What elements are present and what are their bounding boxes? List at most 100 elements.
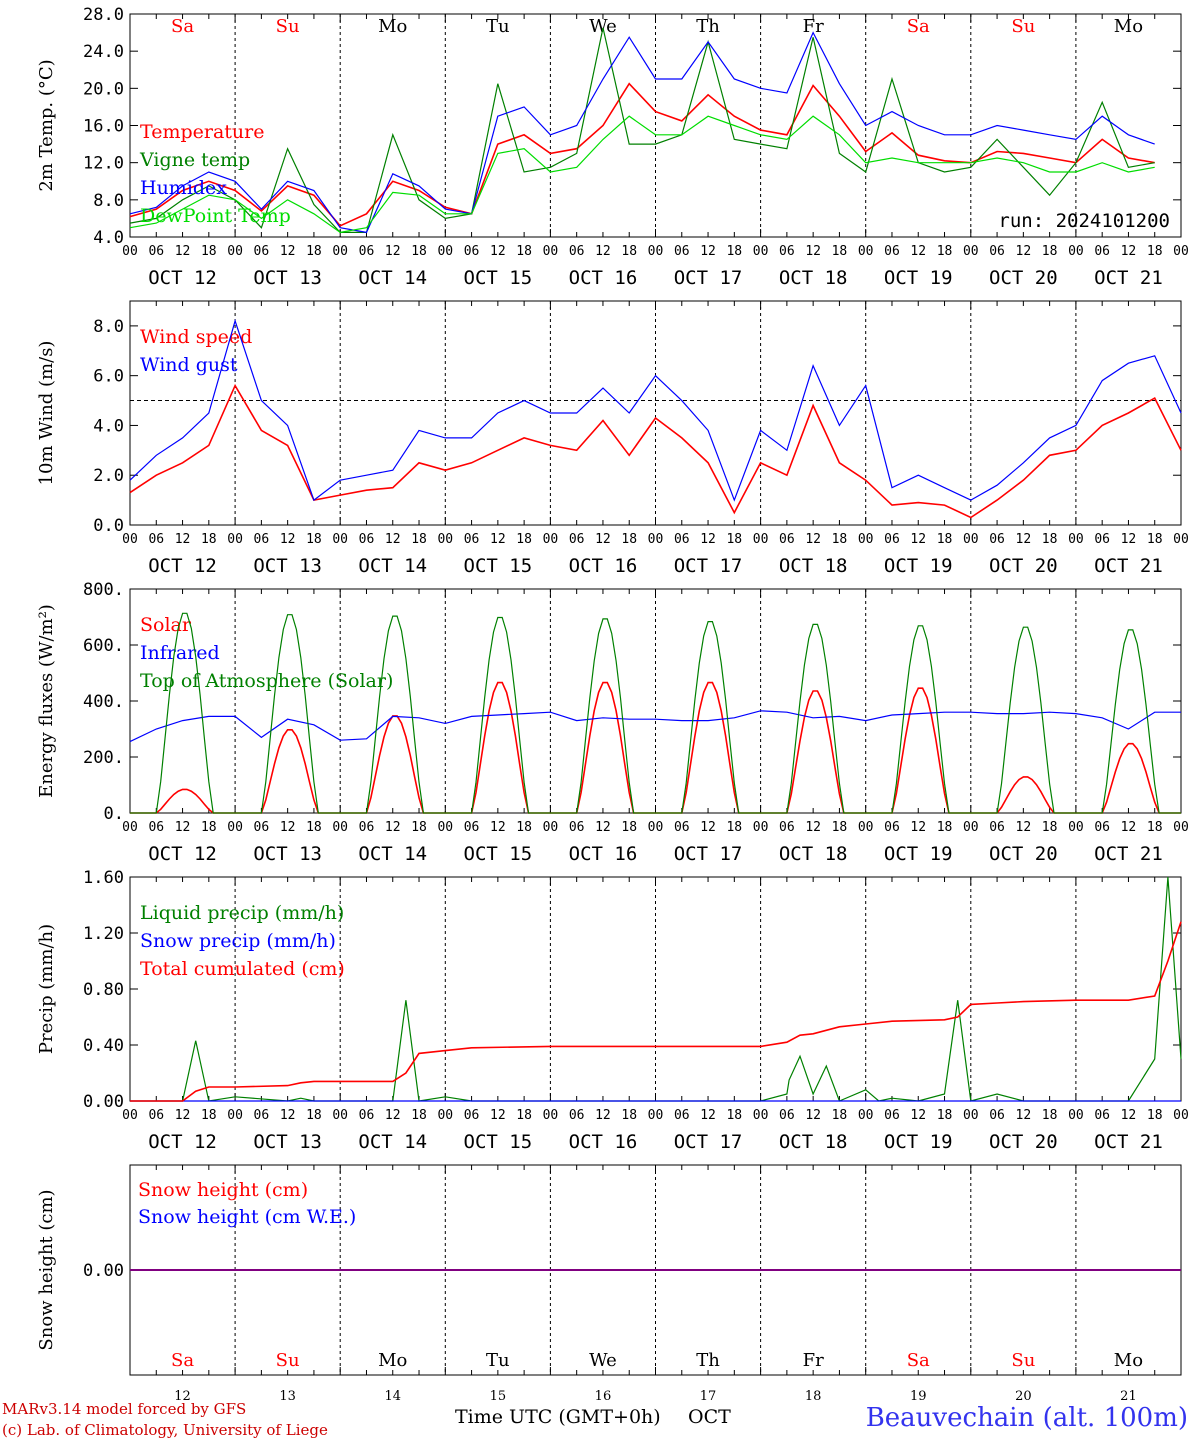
hour-tick-label: 00 xyxy=(648,820,664,835)
hour-tick-label: 18 xyxy=(1042,1108,1058,1123)
hour-tick-label: 18 xyxy=(1147,244,1163,259)
weekday-label: We xyxy=(589,1350,617,1371)
hour-tick-label: 06 xyxy=(569,532,585,547)
hour-tick-label: 00 xyxy=(543,244,559,259)
hour-tick-label: 00 xyxy=(437,244,453,259)
hour-tick-label: 12 xyxy=(490,820,506,835)
hour-tick-label: 12 xyxy=(595,820,611,835)
y-tick-label: 600. xyxy=(83,636,124,656)
legend-entry: Infrared xyxy=(140,642,220,664)
y-tick-label: 1.60 xyxy=(83,868,124,888)
hour-tick-label: 18 xyxy=(1042,244,1058,259)
date-label: OCT 13 xyxy=(253,555,322,577)
hour-tick-label: 12 xyxy=(385,244,401,259)
weekday-label: Mo xyxy=(1114,16,1143,37)
y-tick-label: 0.00 xyxy=(83,1261,124,1281)
hour-tick-label: 00 xyxy=(543,532,559,547)
day-number-label: 18 xyxy=(805,1389,822,1404)
hour-tick-label: 00 xyxy=(753,244,769,259)
hour-tick-label: 12 xyxy=(805,1108,821,1123)
date-label: OCT 18 xyxy=(779,843,848,865)
date-label: OCT 17 xyxy=(674,843,743,865)
hour-tick-label: 06 xyxy=(989,532,1005,547)
hour-tick-label: 18 xyxy=(1147,532,1163,547)
date-label: OCT 21 xyxy=(1094,843,1163,865)
hour-tick-label: 06 xyxy=(884,244,900,259)
series-line xyxy=(130,612,1181,814)
station-label: Beauvechain (alt. 100m) xyxy=(866,1403,1188,1433)
hour-tick-label: 00 xyxy=(648,1108,664,1123)
hour-tick-label: 18 xyxy=(726,820,742,835)
hour-tick-label: 12 xyxy=(595,244,611,259)
y-axis-label: Snow height (cm) xyxy=(36,1189,57,1350)
hour-tick-label: 00 xyxy=(332,1108,348,1123)
date-label: OCT 19 xyxy=(884,1131,953,1153)
series-line xyxy=(130,921,1182,1102)
y-tick-label: 8.0 xyxy=(93,317,124,337)
series-line xyxy=(129,383,1182,519)
hour-tick-label: 18 xyxy=(201,532,217,547)
hour-tick-label: 18 xyxy=(832,532,848,547)
hour-tick-label: 12 xyxy=(910,1108,926,1123)
weekday-label: Mo xyxy=(1114,1350,1143,1371)
date-label: OCT 18 xyxy=(779,1131,848,1153)
hour-tick-label: 00 xyxy=(1068,244,1084,259)
hour-tick-label: 00 xyxy=(227,1108,243,1123)
hour-tick-label: 06 xyxy=(254,532,270,547)
weekday-label: Mo xyxy=(378,16,407,37)
x-axis-title: Time UTC (GMT+0h) xyxy=(455,1406,661,1428)
hour-tick-label: 06 xyxy=(884,820,900,835)
hour-tick-label: 18 xyxy=(1042,820,1058,835)
weekday-label: Sa xyxy=(171,1350,194,1371)
hour-tick-label: 06 xyxy=(1094,1108,1110,1123)
y-tick-label: 200. xyxy=(83,748,124,768)
date-label: OCT 15 xyxy=(464,843,533,865)
hour-tick-label: 00 xyxy=(437,1108,453,1123)
hour-tick-label: 06 xyxy=(359,532,375,547)
legend-entry: Temperature xyxy=(140,121,264,143)
hour-tick-label: 12 xyxy=(700,532,716,547)
legend-entry: Snow precip (mm/h) xyxy=(140,930,336,952)
legend-entry: Snow height (cm) xyxy=(138,1179,308,1201)
date-label: OCT 19 xyxy=(884,267,953,289)
date-label: OCT 21 xyxy=(1094,1131,1163,1153)
date-label: OCT 18 xyxy=(779,555,848,577)
date-label: OCT 13 xyxy=(253,1131,322,1153)
weekday-label: Su xyxy=(276,16,300,37)
hour-tick-label: 12 xyxy=(490,532,506,547)
weekday-label: Fr xyxy=(803,16,824,37)
hour-tick-label: 06 xyxy=(148,532,164,547)
y-axis-label: Precip (mm/h) xyxy=(36,924,57,1054)
hour-tick-label: 18 xyxy=(201,1108,217,1123)
hour-tick-label: 06 xyxy=(148,820,164,835)
hour-tick-label: 18 xyxy=(832,820,848,835)
hour-tick-label: 12 xyxy=(175,532,191,547)
hour-tick-label: 00 xyxy=(648,244,664,259)
weekday-label: Tu xyxy=(486,16,510,37)
weekday-label: We xyxy=(589,16,617,37)
hour-tick-label: 12 xyxy=(1016,820,1032,835)
y-tick-label: 0. xyxy=(104,804,124,824)
legend-entry: Top of Atmosphere (Solar) xyxy=(140,670,393,692)
hour-tick-label: 18 xyxy=(726,244,742,259)
series-line xyxy=(129,710,1181,743)
hour-tick-label: 18 xyxy=(411,532,427,547)
hour-tick-label: 18 xyxy=(621,820,637,835)
y-axis-label: 10m Wind (m/s) xyxy=(36,341,57,486)
series-line xyxy=(129,27,1155,233)
panel-frame xyxy=(129,588,1182,814)
hour-tick-label: 12 xyxy=(1121,532,1137,547)
day-number-label: 13 xyxy=(279,1389,296,1404)
date-label: OCT 21 xyxy=(1094,555,1163,577)
y-tick-label: 4.0 xyxy=(93,228,124,248)
legend-entry: Vigne temp xyxy=(139,149,250,171)
hour-tick-label: 00 xyxy=(1173,1108,1189,1123)
hour-tick-label: 12 xyxy=(805,532,821,547)
hour-tick-label: 12 xyxy=(910,532,926,547)
month-label: OCT xyxy=(688,1406,731,1428)
date-label: OCT 16 xyxy=(569,843,638,865)
y-tick-label: 28.0 xyxy=(83,5,124,25)
hour-tick-label: 12 xyxy=(175,244,191,259)
hour-tick-label: 00 xyxy=(858,820,874,835)
